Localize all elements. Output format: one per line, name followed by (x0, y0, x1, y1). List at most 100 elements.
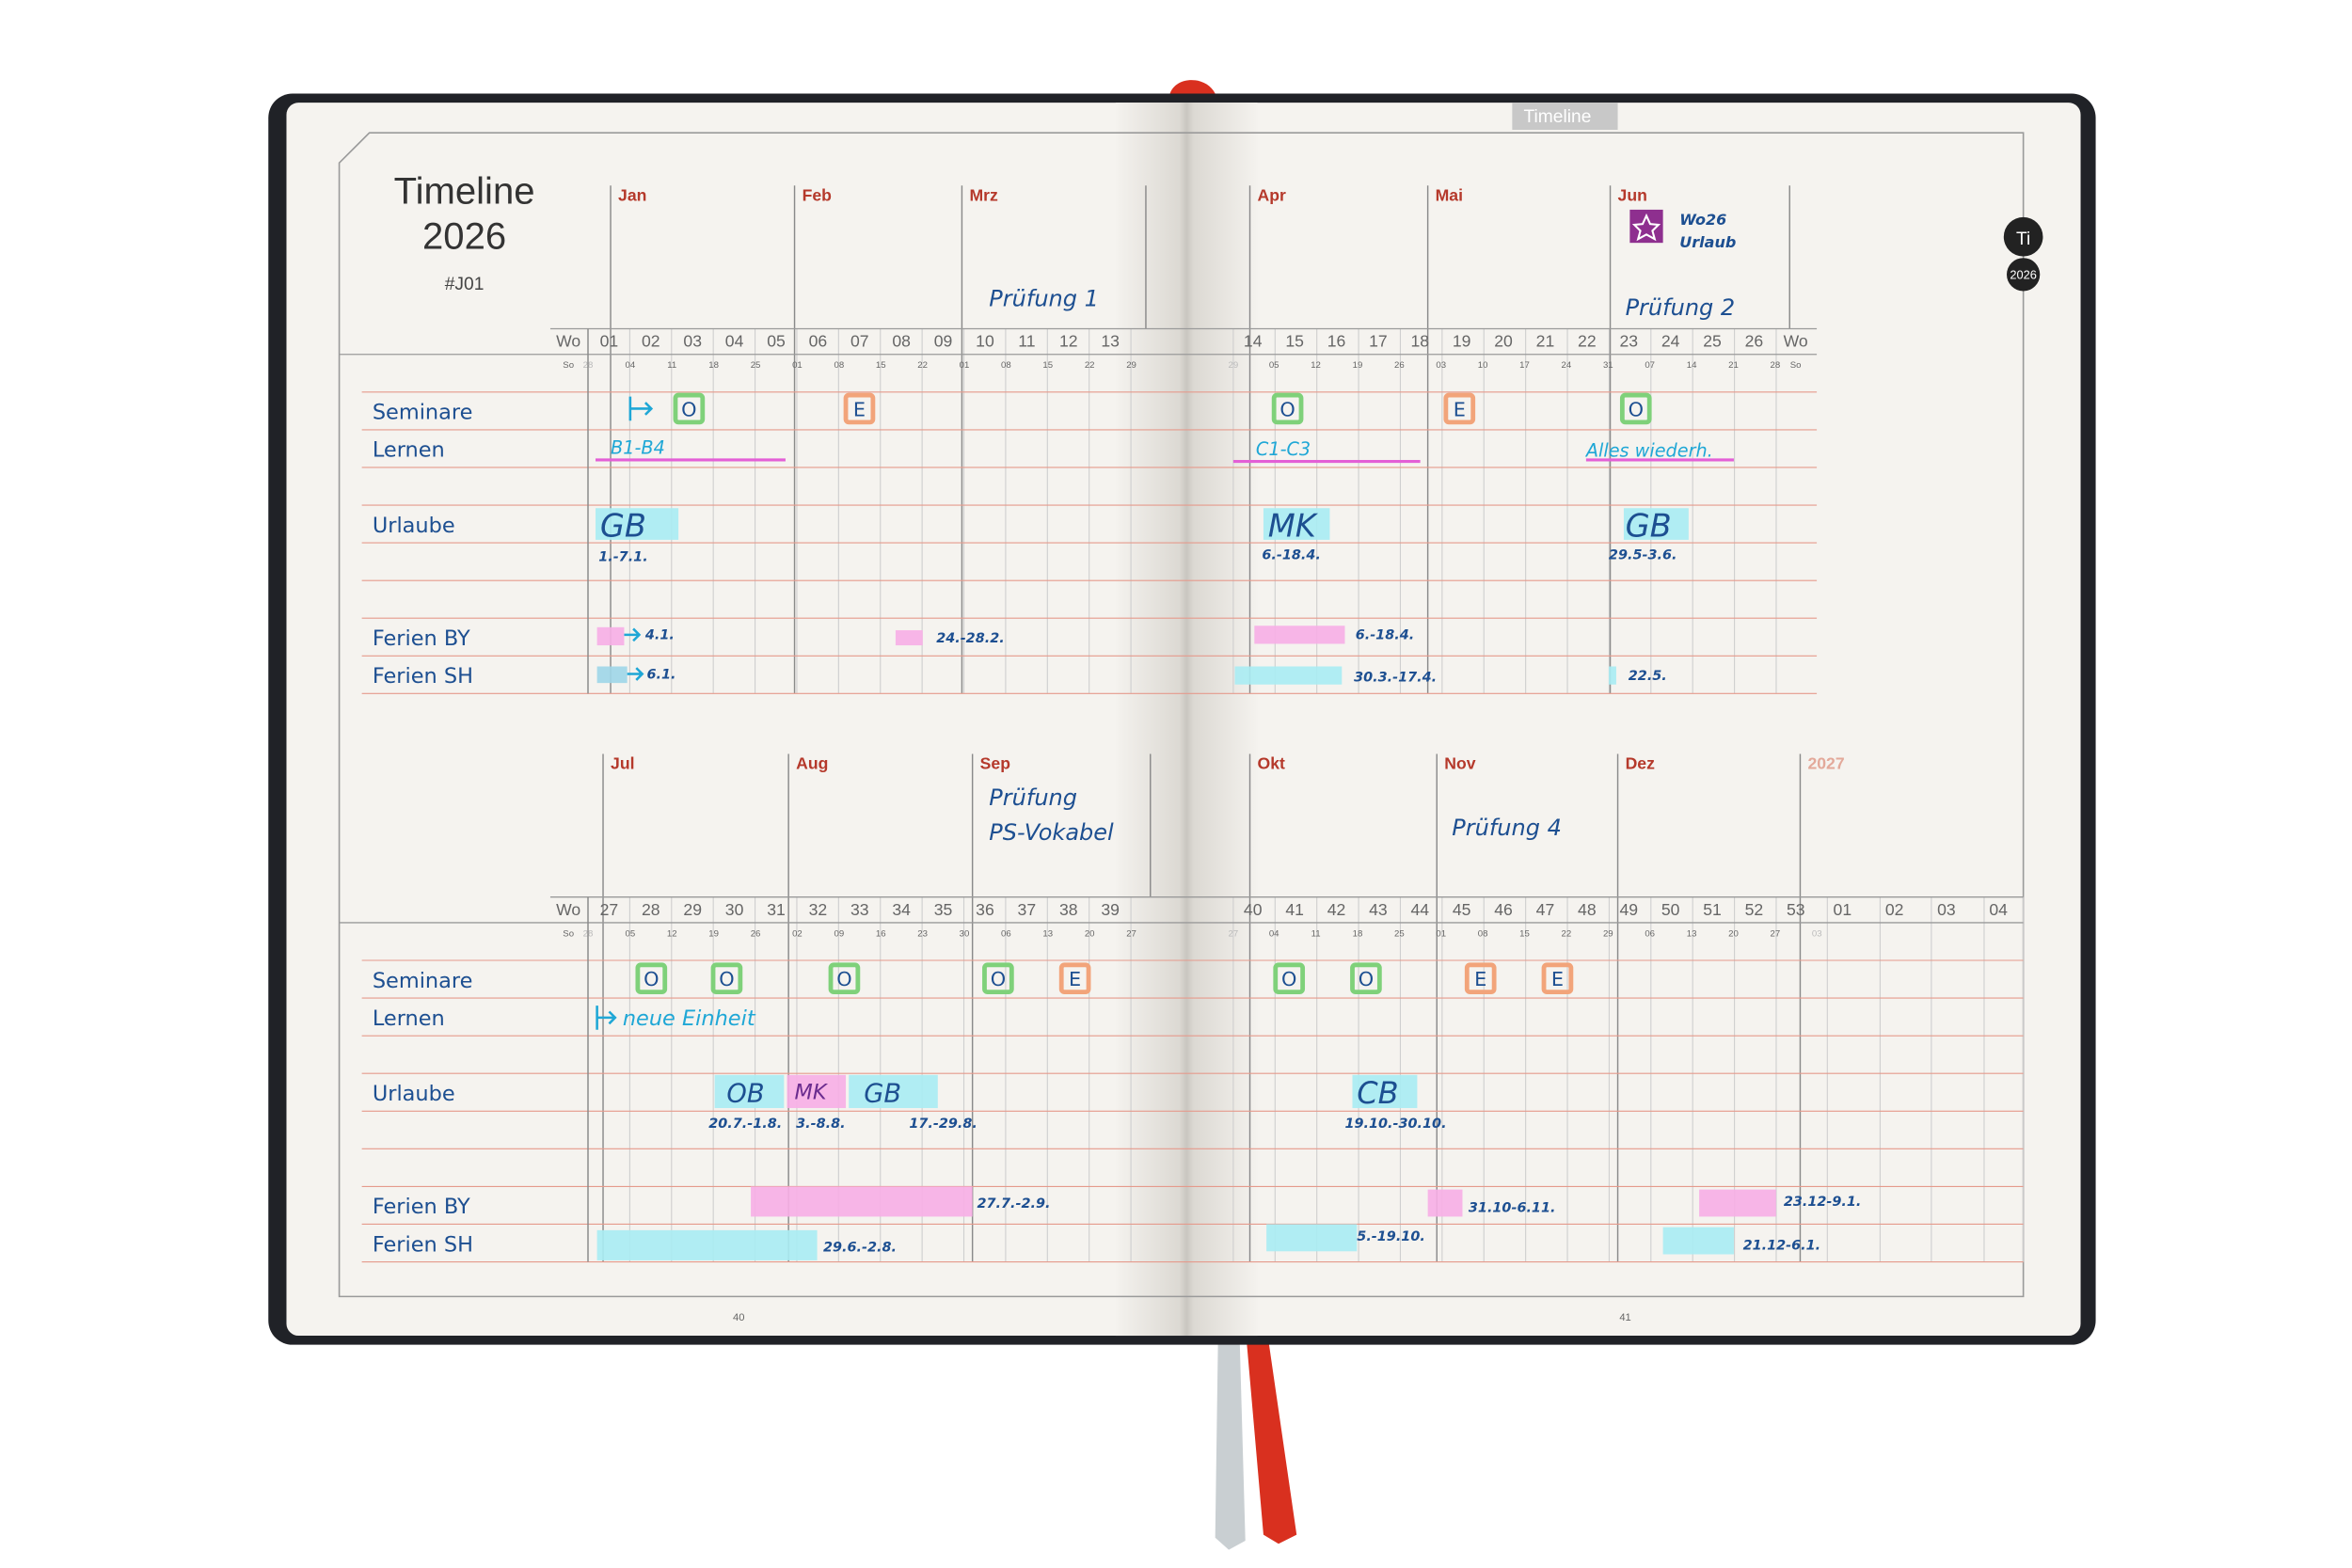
week-number: 41 (1285, 900, 1304, 919)
week-number: 21 (1536, 332, 1555, 351)
month-label: Nov (1444, 753, 1475, 772)
week-number: 42 (1327, 900, 1346, 919)
handwritten-note: 3.-8.8. (796, 1117, 845, 1132)
week-number: 20 (1494, 332, 1513, 351)
week-number: 31 (767, 900, 786, 919)
seminar-box (982, 962, 1014, 995)
week-number: 36 (976, 900, 994, 919)
week-number: 07 (850, 332, 869, 351)
week-number: 25 (1703, 332, 1722, 351)
handwritten-note: neue Einheit (623, 1006, 756, 1031)
handwritten-note: GB (600, 508, 646, 545)
week-number: 32 (809, 900, 828, 919)
day-number: 29 (1603, 928, 1613, 939)
row-label: Lernen (373, 1006, 445, 1031)
day-number: 10 (1478, 360, 1488, 371)
week-number: 18 (1410, 332, 1429, 351)
day-number: 27 (1229, 928, 1239, 939)
handwritten-note: GB (864, 1080, 901, 1109)
day-number: 03 (1436, 360, 1446, 371)
handwritten-note: 19.10.-30.10. (1344, 1117, 1446, 1132)
handwritten-note: GB (1626, 508, 1672, 545)
row-label: Ferien SH (373, 1232, 473, 1257)
row-label: Seminare (373, 401, 473, 425)
day-number: 02 (792, 928, 803, 939)
day-number: 13 (1687, 928, 1697, 939)
handwritten-note: 23.12-9.1. (1784, 1195, 1862, 1210)
day-number: 20 (1085, 928, 1095, 939)
arrow (628, 396, 654, 421)
highlight (849, 1074, 938, 1109)
day-number: 08 (834, 360, 844, 371)
seminar-box (673, 392, 706, 425)
day-number: 21 (1728, 360, 1739, 371)
week-number: 47 (1536, 900, 1555, 919)
week-number: 26 (1745, 332, 1764, 351)
day-number: 11 (1311, 928, 1321, 939)
week-number: 02 (642, 332, 660, 351)
seminar-mark: E (1474, 968, 1486, 990)
handwritten-note: 6.1. (647, 667, 676, 682)
handwritten-note: PS-Vokabel (989, 819, 1114, 846)
day-number: 23 (917, 928, 928, 939)
tab-label: Timeline (1523, 107, 1591, 127)
handwritten-note: 20.7.-1.8. (708, 1117, 782, 1132)
seminar-mark: O (836, 968, 851, 990)
week-number: 52 (1745, 900, 1764, 919)
side-tab (2003, 216, 2043, 257)
highlight (596, 1229, 818, 1260)
day-label: So (563, 360, 574, 371)
handwritten-note: MK (1268, 508, 1319, 545)
handwritten-note: CB (1357, 1075, 1398, 1111)
week-label: Wo (556, 900, 580, 919)
seminar-mark: O (681, 398, 696, 420)
week-number: 29 (683, 900, 702, 919)
day-number: 01 (1436, 928, 1446, 939)
week-label: Wo (1784, 332, 1808, 351)
day-number: 18 (1353, 928, 1363, 939)
day-number: 12 (1311, 360, 1321, 371)
seminar-mark: E (1069, 968, 1081, 990)
month-label: Sep (980, 753, 1011, 772)
week-number: 16 (1327, 332, 1346, 351)
week-number: 39 (1101, 900, 1120, 919)
day-number: 30 (960, 928, 970, 939)
seminar-mark: E (1551, 968, 1564, 990)
handwritten-note: 27.7.-2.9. (977, 1196, 1050, 1212)
day-number: 25 (751, 360, 761, 371)
week-number: 28 (642, 900, 660, 919)
month-label: Aug (796, 753, 828, 772)
week-number: 14 (1244, 332, 1263, 351)
highlight (1608, 666, 1616, 685)
week-label: Wo (556, 332, 580, 351)
month-label: Mai (1436, 185, 1463, 204)
month-label: Feb (803, 185, 833, 204)
highlight (1623, 508, 1689, 540)
handwritten-note: Prüfung 1 (989, 285, 1099, 311)
handwritten-note: 24.-28.2. (936, 631, 1005, 646)
highlight (787, 1074, 847, 1109)
highlight (751, 1186, 973, 1217)
week-number: 49 (1619, 900, 1638, 919)
seminar-mark: O (991, 968, 1006, 990)
week-number: 03 (683, 332, 702, 351)
highlight (1254, 626, 1345, 644)
week-number: 13 (1101, 332, 1120, 351)
day-number: 03 (1812, 928, 1822, 939)
seminar-mark: E (1454, 398, 1466, 420)
month-label: Apr (1258, 185, 1286, 204)
handwritten-note: 4.1. (644, 628, 675, 643)
seminar-mark: O (1281, 968, 1296, 990)
handwritten-note: 31.10-6.11. (1469, 1201, 1556, 1216)
week-number: 15 (1285, 332, 1304, 351)
seminar-box (1464, 962, 1497, 995)
ribbon-red (1245, 1326, 1297, 1544)
handwritten-note: 1.-7.1. (598, 549, 647, 564)
highlight (596, 508, 679, 540)
day-number: 24 (1562, 360, 1572, 371)
page-number: 41 (1619, 1312, 1630, 1323)
day-number: 05 (626, 928, 636, 939)
day-number: 31 (1603, 360, 1613, 371)
day-label: So (1790, 360, 1802, 371)
